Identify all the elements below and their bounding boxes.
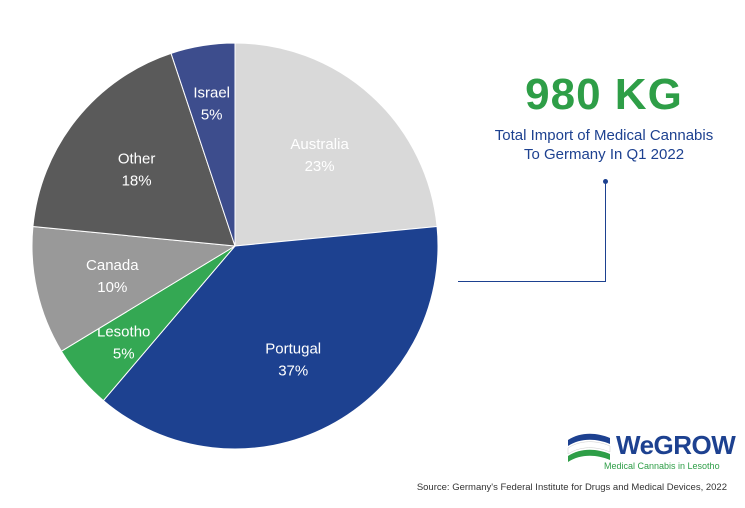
caption-line-2: To Germany In Q1 2022 bbox=[523, 146, 685, 163]
slice-percent-portugal: 37% bbox=[278, 363, 308, 380]
slice-label-other: Other bbox=[118, 151, 156, 168]
slice-percent-canada: 10% bbox=[97, 279, 127, 296]
slice-percent-lesotho: 5% bbox=[113, 346, 135, 363]
logo-tagline: Medical Cannabis in Lesotho bbox=[604, 461, 720, 471]
pie-slice-portugal bbox=[102, 225, 439, 450]
slice-label-israel: Israel bbox=[193, 85, 230, 102]
callout-line-horizontal bbox=[458, 281, 606, 282]
slice-label-australia: Australia bbox=[290, 136, 349, 153]
slice-label-lesotho: Lesotho bbox=[97, 324, 150, 341]
slice-percent-australia: 23% bbox=[305, 158, 335, 175]
wegrow-logo: WeGROW Medical Cannabis in Lesotho bbox=[566, 428, 736, 474]
pie-slice-other bbox=[32, 52, 236, 247]
slice-percent-other: 18% bbox=[122, 173, 152, 190]
slice-percent-israel: 5% bbox=[201, 107, 223, 124]
pie-slice-australia bbox=[234, 42, 438, 247]
logo-wordmark: WeGROW bbox=[616, 430, 736, 460]
lesotho-flag-icon bbox=[567, 433, 611, 462]
source-note: Source: Germany's Federal Institute for … bbox=[416, 482, 727, 493]
pie-slice-israel bbox=[170, 42, 236, 247]
pie-slice-canada bbox=[31, 225, 237, 352]
caption-line-1: Total Import of Medical Cannabis bbox=[494, 127, 714, 144]
slice-label-portugal: Portugal bbox=[265, 341, 321, 358]
callout-line-vertical bbox=[605, 181, 606, 281]
total-import-value: 980 KG bbox=[525, 70, 683, 119]
total-import-caption: Total Import of Medical Cannabis To Germ… bbox=[470, 126, 738, 164]
slice-label-canada: Canada bbox=[86, 257, 139, 274]
